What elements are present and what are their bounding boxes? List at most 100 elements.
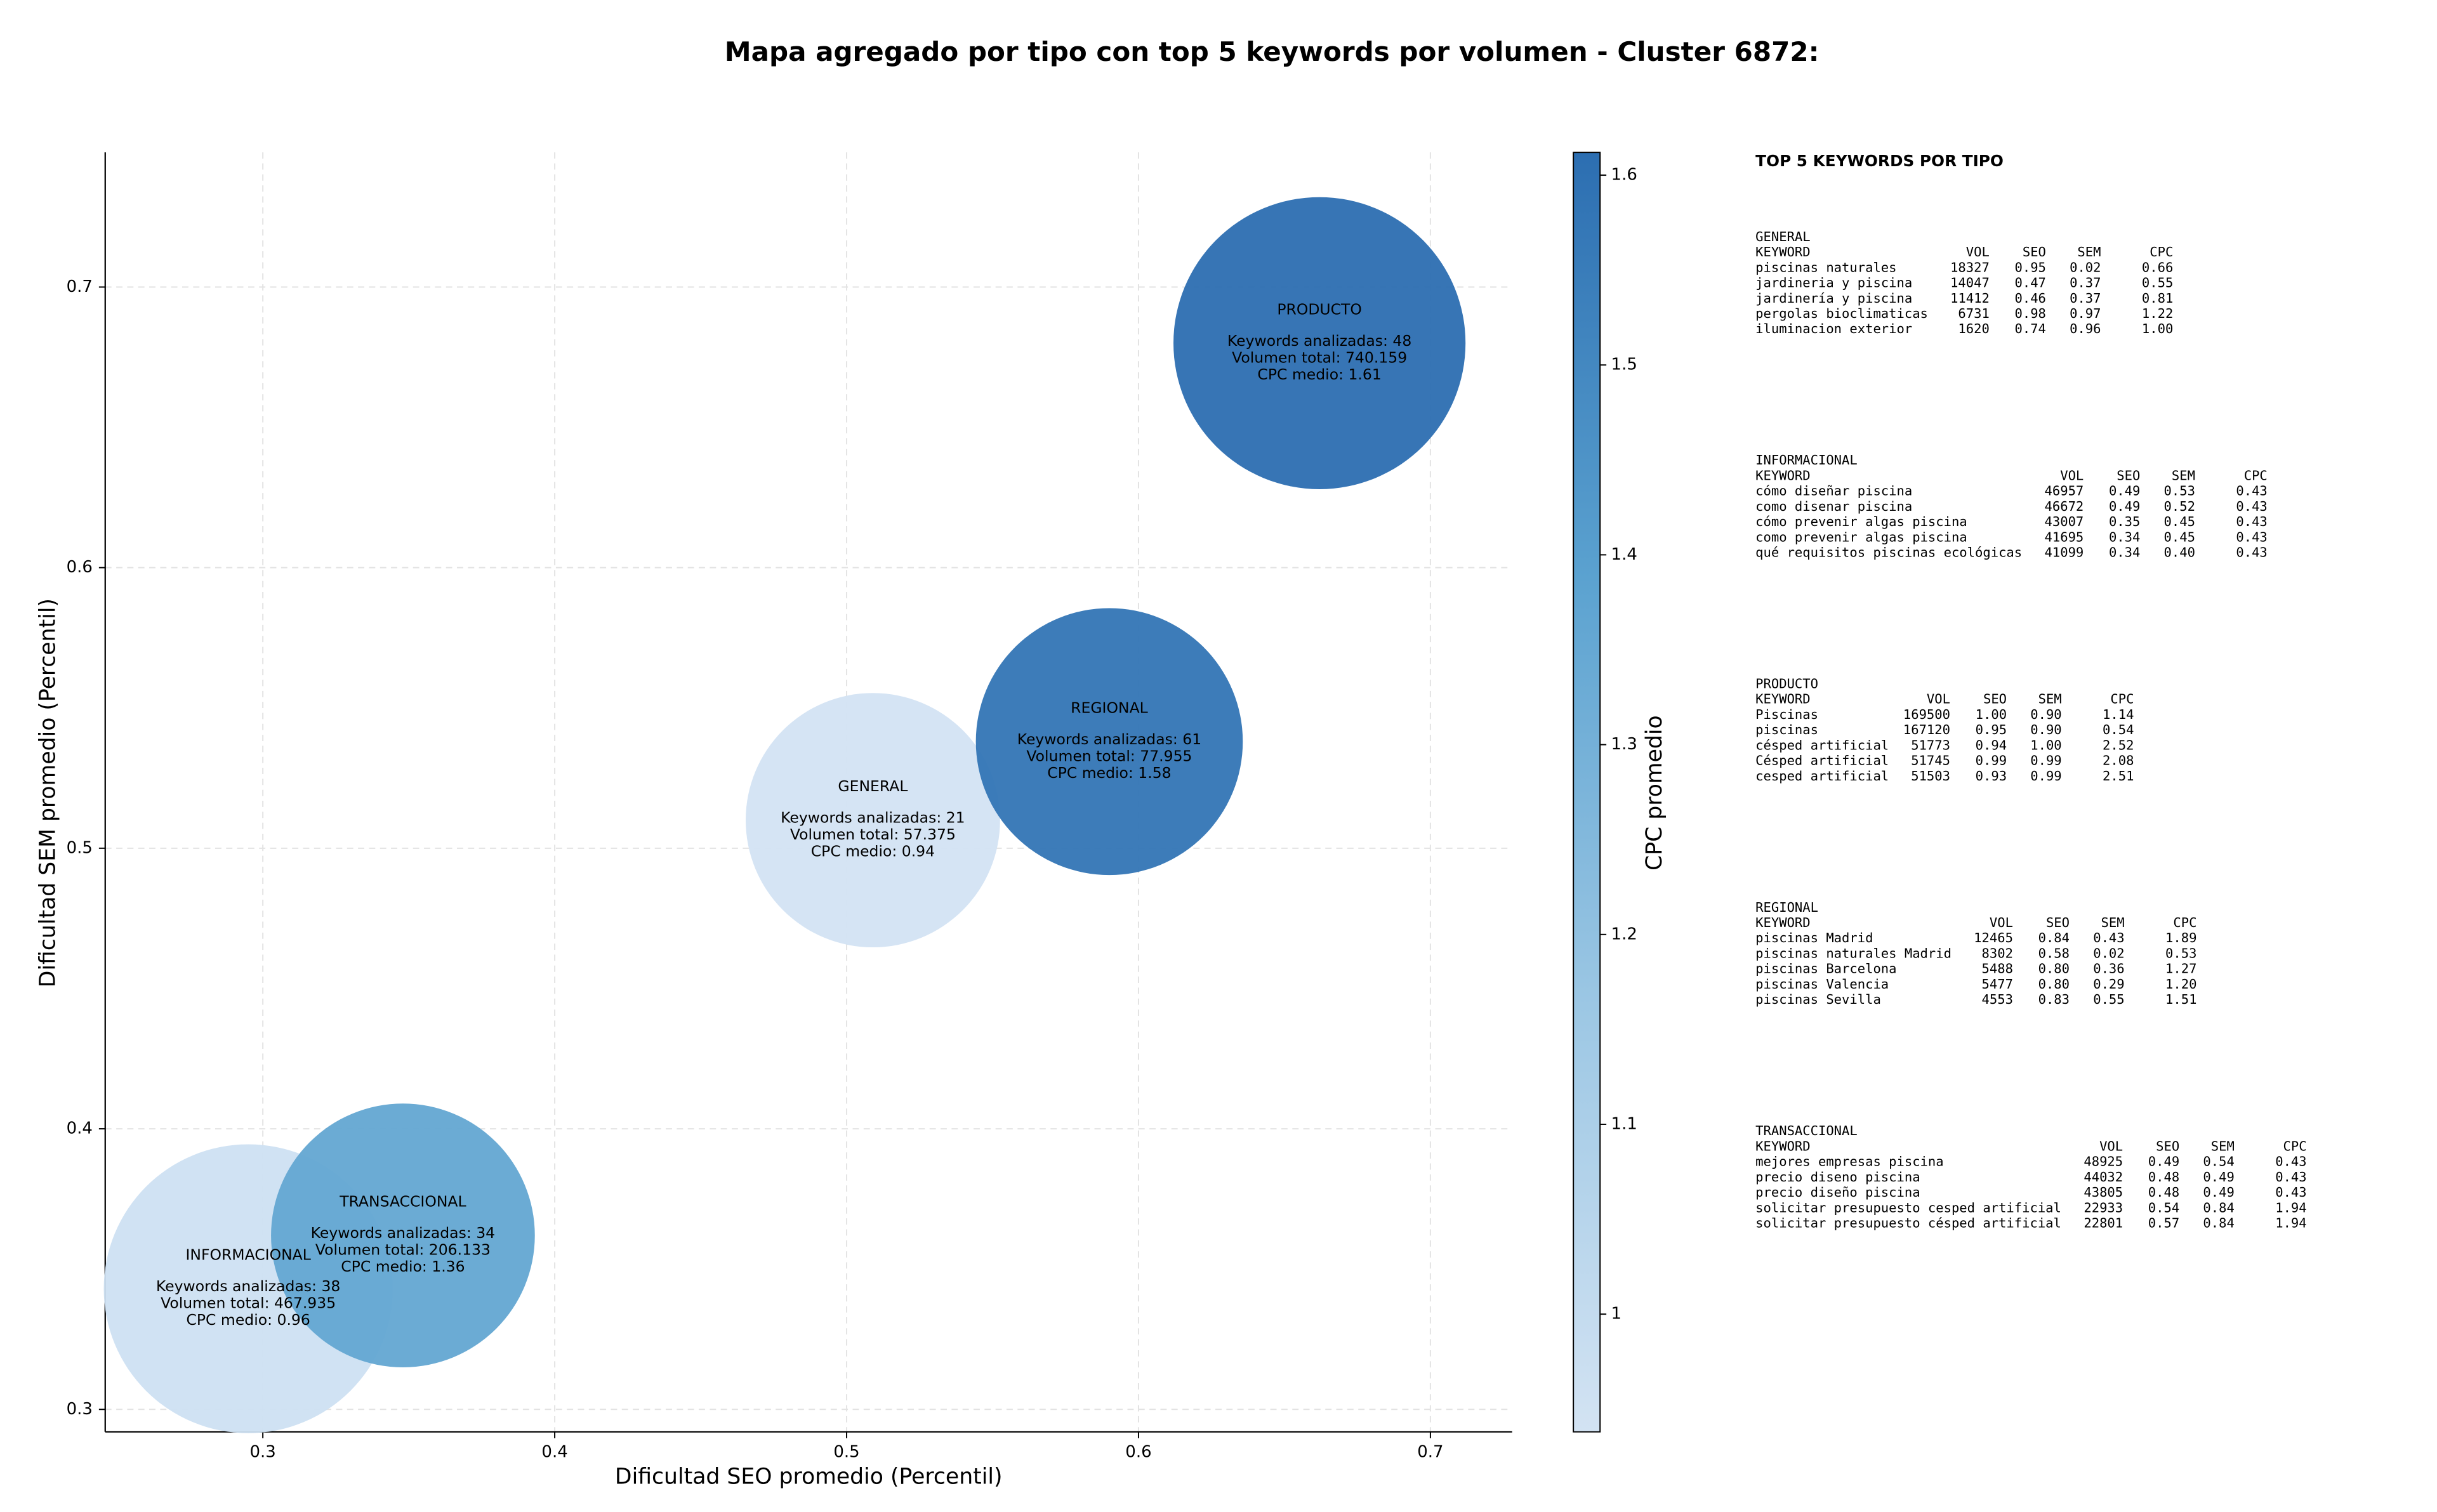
table-cell: 0.54 [2203, 1154, 2234, 1169]
table-cell: 0.99 [2030, 753, 2061, 768]
table-cell: qué requisitos piscinas ecológicas [1755, 545, 2022, 560]
table-cell: 0.53 [2165, 945, 2196, 961]
table-cell: 0.80 [2038, 976, 2070, 992]
table-cell: 44032 [2084, 1169, 2123, 1185]
table-cell: 1.94 [2275, 1200, 2306, 1215]
table-cell: 0.99 [1976, 753, 2007, 768]
table-cell: 1.00 [2142, 321, 2173, 336]
table-cell: 1.00 [2030, 737, 2061, 753]
bubble-label: GENERAL [838, 777, 908, 795]
table-cell: solicitar presupuesto cesped artificial [1755, 1200, 2061, 1215]
table-cell: 0.48 [2148, 1169, 2179, 1185]
table-header: CPC [2150, 244, 2173, 260]
table-cell: cómo diseñar piscina [1755, 483, 1912, 499]
table-cell: 0.34 [2109, 545, 2140, 560]
bubble-annotation: Volumen total: 206.133 [315, 1241, 491, 1259]
table-header: SEM [2077, 244, 2101, 260]
colorbar-tick-label: 1.3 [1611, 735, 1637, 754]
table-cell: 0.43 [2275, 1185, 2306, 1200]
table-cell: piscinas Sevilla [1755, 992, 1881, 1007]
table-header: CPC [2110, 692, 2134, 707]
table-cell: 0.54 [2148, 1200, 2179, 1215]
table-cell: 0.80 [2038, 961, 2070, 976]
table-cell: 51745 [1911, 753, 1950, 768]
bubble [746, 693, 1000, 948]
table-cell: 0.45 [2164, 529, 2195, 544]
table-cell: 2.52 [2103, 737, 2134, 753]
colorbar-label: CPC promedio [1642, 715, 1667, 871]
table-cell: 0.49 [2109, 499, 2140, 514]
table-cell: 12465 [1974, 930, 2013, 945]
section-title: PRODUCTO [1755, 676, 1818, 691]
bubble-label: INFORMACIONAL [185, 1246, 310, 1264]
table-cell: 0.90 [2030, 722, 2061, 737]
table-cell: precio diseño piscina [1755, 1185, 1920, 1200]
table-header: SEO [2023, 244, 2046, 260]
bubble-annotation: Keywords analizadas: 61 [1017, 730, 1201, 748]
section-title: GENERAL [1755, 229, 1810, 244]
section-title: TRANSACCIONAL [1755, 1123, 1858, 1138]
table-cell: 0.43 [2236, 483, 2267, 499]
colorbar-tick-label: 1.2 [1611, 924, 1637, 943]
table-cell: 11412 [1950, 291, 1990, 306]
table-cell: 0.52 [2164, 499, 2195, 514]
table-cell: 0.55 [2142, 275, 2173, 291]
table-cell: 41695 [2045, 529, 2084, 544]
table-header: CPC [2173, 915, 2196, 930]
table-header: VOL [2099, 1138, 2123, 1154]
bubble [1173, 197, 1466, 489]
table-cell: 43007 [2045, 514, 2084, 529]
table-cell: pergolas bioclimaticas [1755, 306, 1928, 321]
table-cell: piscinas Madrid [1755, 930, 1873, 945]
x-tick-label: 0.4 [541, 1442, 567, 1461]
table-header: SEM [2101, 915, 2125, 930]
table-cell: 0.43 [2236, 514, 2267, 529]
table-cell: 1.20 [2165, 976, 2196, 992]
table-cell: 1.27 [2165, 961, 2196, 976]
table-header: KEYWORD [1755, 468, 1810, 483]
x-tick-label: 0.6 [1125, 1442, 1151, 1461]
table-cell: 48925 [2084, 1154, 2123, 1169]
table-cell: 0.84 [2203, 1216, 2234, 1231]
table-cell: 18327 [1950, 260, 1990, 275]
table-cell: 0.43 [2236, 499, 2267, 514]
table-header: KEYWORD [1755, 692, 1810, 707]
table-cell: 1620 [1958, 321, 1989, 336]
table-cell: 0.48 [2148, 1185, 2179, 1200]
table-cell: 0.49 [2203, 1169, 2234, 1185]
table-cell: 4553 [1982, 992, 2013, 1007]
bubble-annotation: CPC medio: 1.61 [1257, 365, 1381, 383]
table-header: SEO [2117, 468, 2140, 483]
table-cell: 0.36 [2093, 961, 2124, 976]
y-tick-label: 0.6 [67, 558, 93, 577]
table-header: SEO [1983, 692, 2007, 707]
y-tick-label: 0.5 [67, 838, 93, 857]
table-header: SEO [2046, 915, 2070, 930]
table-cell: Césped artificial [1755, 753, 1889, 768]
table-cell: 14047 [1950, 275, 1990, 291]
table-cell: 8302 [1982, 945, 2013, 961]
table-cell: 1.14 [2103, 707, 2134, 722]
bubble-annotation: CPC medio: 1.36 [341, 1258, 465, 1275]
y-axis-label: Dificultad SEM promedio (Percentil) [36, 598, 61, 987]
table-cell: 0.02 [2070, 260, 2101, 275]
table-cell: 0.43 [2093, 930, 2124, 945]
table-header: SEM [2172, 468, 2195, 483]
table-cell: 0.83 [2038, 992, 2070, 1007]
table-cell: 0.84 [2203, 1200, 2234, 1215]
chart-title: Mapa agregado por tipo con top 5 keyword… [725, 36, 1819, 67]
table-cell: 6731 [1958, 306, 1989, 321]
bubble-annotation: Volumen total: 467.935 [161, 1294, 336, 1312]
table-cell: jardinería y piscina [1755, 291, 1912, 306]
table-cell: 41099 [2045, 545, 2084, 560]
table-cell: 51773 [1911, 737, 1950, 753]
table-cell: 0.37 [2070, 291, 2101, 306]
bubble-annotation: Volumen total: 57.375 [790, 825, 956, 843]
table-header: KEYWORD [1755, 244, 1810, 260]
table-cell: 1.22 [2142, 306, 2173, 321]
colorbar-tick-label: 1.6 [1611, 166, 1637, 185]
table-cell: 0.58 [2038, 945, 2070, 961]
table-header: SEM [2038, 692, 2062, 707]
bubble-annotation: CPC medio: 1.58 [1047, 764, 1171, 782]
